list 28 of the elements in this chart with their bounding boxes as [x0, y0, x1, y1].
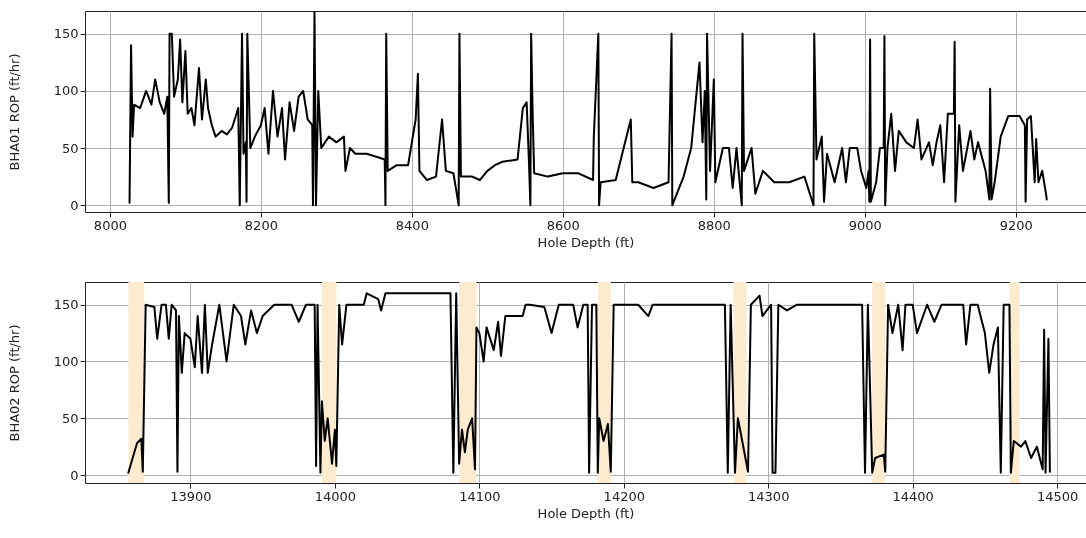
x-tick-label: 8200: [244, 217, 278, 233]
y-tick-label: 50: [61, 410, 79, 426]
line-series: [128, 11, 1048, 207]
x-tick-label: 14300: [748, 488, 790, 504]
x-tick-label: 8400: [395, 217, 429, 233]
line-series: [127, 292, 1051, 474]
x-tick-label: 14000: [314, 488, 357, 504]
y-tick-label: 50: [61, 140, 79, 156]
x-tick-label: 14100: [459, 488, 501, 504]
x-tick-label: 9200: [999, 217, 1033, 233]
y-tick-label: 150: [53, 297, 79, 313]
x-tick-label: 14200: [603, 488, 645, 504]
y-tick-label: 100: [53, 353, 79, 369]
y-axis-title: BHA01 ROP (ft/hr): [6, 53, 22, 171]
y-axis-title: BHA02 ROP (ft/hr): [6, 324, 22, 442]
x-axis-title: Hole Depth (ft): [537, 505, 635, 521]
x-tick-label: 8000: [93, 217, 127, 233]
x-tick-label: 13900: [170, 488, 212, 504]
x-tick-label: 9000: [848, 217, 882, 233]
x-axis-title: Hole Depth (ft): [537, 234, 635, 250]
x-tick-label: 8800: [697, 217, 731, 233]
y-tick-label: 150: [53, 26, 79, 42]
y-tick-label: 0: [70, 467, 79, 483]
x-tick-label: 14400: [892, 488, 934, 504]
x-tick-label: 8600: [546, 217, 580, 233]
y-tick-label: 0: [70, 197, 79, 213]
x-tick-label: 14500: [1036, 488, 1079, 504]
y-tick-label: 100: [53, 83, 79, 99]
